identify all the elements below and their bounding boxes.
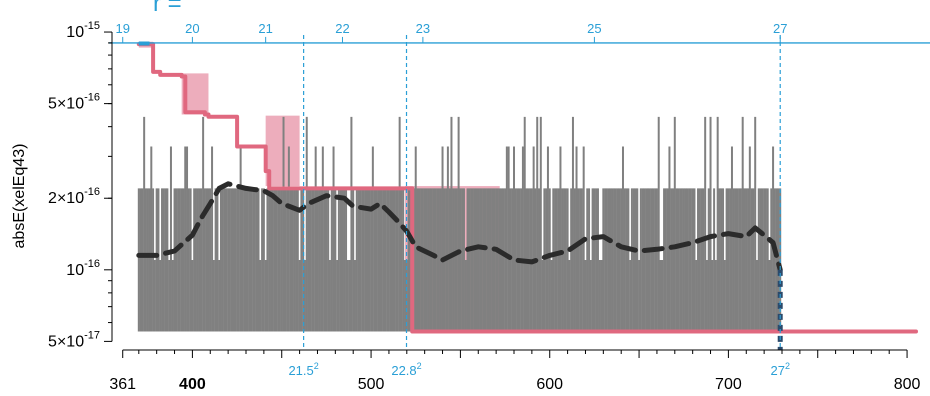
y-tick-label: 5×10-17 [48, 329, 100, 350]
x-tick-label: 400 [179, 376, 206, 393]
x-tick-label: 700 [715, 376, 742, 393]
top-tick-label: 25 [587, 21, 601, 36]
reference-label: 22.82 [391, 361, 421, 378]
running-max-line [136, 42, 918, 334]
y-tick-label: 2×10-16 [48, 186, 100, 207]
top-tick-label: 20 [185, 21, 199, 36]
y-tick-label: 5×10-16 [48, 92, 100, 113]
reference-lines: 21.52 22.82 272 [288, 35, 790, 378]
reference-label: 272 [770, 361, 789, 378]
raw-error-series [137, 116, 782, 332]
x-tick-label: 800 [894, 376, 921, 393]
top-tick-label: 19 [115, 21, 129, 36]
x-tick-label: 361 [109, 376, 136, 393]
top-tick-label: 21 [258, 21, 272, 36]
y-axis-label: absE(xelEq43) [11, 144, 28, 249]
top-axis-title: r = [153, 0, 182, 17]
reference-label: 21.52 [288, 361, 318, 378]
x-tick-label: 600 [536, 376, 563, 393]
top-tick-label: 27 [773, 21, 787, 36]
top-tick-label: 22 [335, 21, 349, 36]
x-tick-label: 500 [358, 376, 385, 393]
smoothed-mean-line [136, 181, 783, 273]
y-tick-label: 10-16 [66, 258, 100, 279]
top-axis: 19 20 21 22 23 25 27 r = [109, 0, 930, 44]
y-tick-label: 10-15 [66, 20, 100, 41]
axes: 10-15 5×10-16 2×10-16 10-16 5×10-17 361 400 500… [48, 20, 920, 393]
top-tick-label: 23 [416, 21, 430, 36]
